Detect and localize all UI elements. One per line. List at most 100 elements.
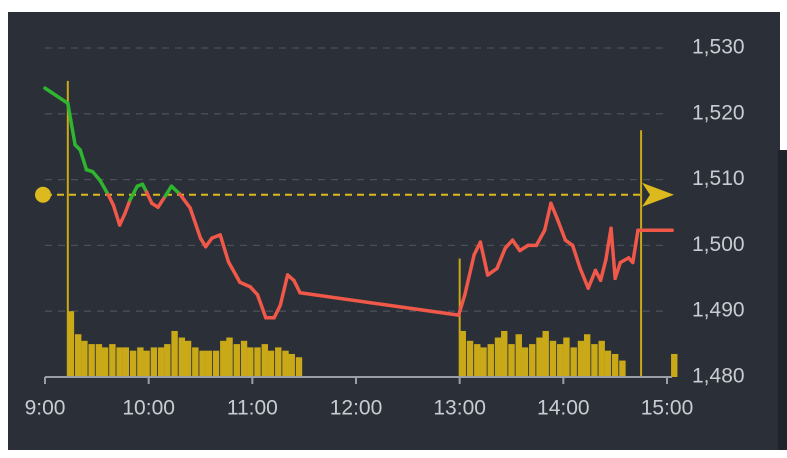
volume-bar: [557, 344, 564, 377]
price-line: [128, 184, 140, 202]
volume-bar: [240, 340, 248, 377]
price-line: [248, 285, 260, 297]
price-line: [163, 184, 174, 198]
price-line: [90, 169, 102, 183]
x-tick-label: 14:00: [537, 397, 590, 420]
volume-bar: [178, 337, 186, 377]
x-tick-label: 15:00: [641, 397, 694, 420]
volume-bar: [591, 344, 598, 377]
volume-bar: [570, 347, 577, 377]
volume-bar: [288, 353, 295, 377]
price-line: [66, 101, 77, 147]
volume-bar: [129, 350, 137, 377]
volume-bar: [226, 337, 233, 377]
volume-bar: [501, 330, 508, 377]
price-line: [542, 201, 553, 233]
volume-bar: [254, 347, 261, 377]
volume-bar: [247, 347, 254, 377]
x-tick-label: 10:00: [122, 397, 175, 420]
volume-bar: [116, 347, 123, 377]
volume-bar: [261, 344, 268, 377]
price-line: [78, 148, 89, 172]
volume-bar: [88, 344, 95, 377]
volume-bar: [515, 334, 522, 377]
price-line: [510, 238, 522, 253]
price-line: [98, 178, 110, 197]
volume-bar: [640, 130, 643, 377]
edge-strip: [778, 150, 787, 450]
volume-bar: [521, 347, 529, 377]
volume-bar: [192, 347, 199, 377]
volume-bar: [101, 347, 109, 377]
volume-bar: [549, 340, 557, 377]
volume-bar: [150, 347, 158, 377]
price-line: [631, 228, 640, 265]
price-line: [613, 260, 623, 281]
price-line: [238, 280, 253, 289]
volume-bar: [171, 330, 178, 377]
volume-bar: [619, 360, 626, 377]
volume-bar: [295, 357, 303, 377]
volume-bar: [233, 344, 240, 377]
price-line: [272, 303, 283, 320]
x-tick-label: 13:00: [433, 397, 486, 420]
volume-bar: [143, 350, 150, 377]
price-line: [218, 233, 231, 264]
y-tick-label: 1,530: [692, 36, 745, 59]
volume-bar: [604, 350, 612, 377]
price-line: [609, 226, 617, 281]
volume-bar: [577, 340, 585, 377]
volume-bar: [487, 344, 494, 377]
volume-bar: [184, 340, 192, 377]
reference-dot: [35, 186, 51, 203]
volume-bar: [95, 344, 103, 377]
volume-bar: [81, 340, 88, 377]
volume-bar: [267, 350, 275, 377]
price-line: [598, 258, 608, 283]
volume-bar: [480, 347, 487, 377]
volume-bar: [466, 340, 474, 377]
volume-bar: [563, 337, 570, 377]
volume-bar: [164, 344, 171, 377]
y-tick-label: 1,520: [692, 101, 745, 124]
price-line: [144, 190, 154, 206]
price-line: [123, 198, 132, 216]
volume-bar: [458, 258, 461, 377]
price-line: [578, 266, 590, 290]
price-line: [203, 236, 214, 249]
volume-bar: [122, 347, 130, 377]
volume-bar: [220, 340, 227, 377]
y-tick-label: 1,500: [692, 233, 745, 256]
price-line: [570, 243, 582, 270]
volume-bar: [583, 334, 591, 377]
price-line: [106, 192, 116, 208]
volume-bar: [275, 347, 282, 377]
price-line: [278, 273, 290, 308]
volume-bar: [67, 311, 75, 377]
price-line: [463, 252, 476, 297]
volume-bar: [66, 80, 69, 378]
volume-bar: [671, 353, 678, 377]
y-tick-label: 1,510: [692, 167, 745, 190]
volume-bar: [157, 347, 165, 377]
volume-bar: [536, 337, 543, 377]
price-line: [188, 206, 203, 240]
volume-bar: [205, 350, 212, 377]
volume-bar: [529, 344, 536, 377]
price-line: [117, 212, 127, 227]
volume-bar: [212, 350, 220, 377]
volume-bar: [542, 330, 549, 377]
volume-bar: [474, 344, 481, 377]
price-line: [156, 194, 168, 209]
price-line: [485, 266, 499, 277]
price-line: [43, 86, 70, 106]
volume-bar: [282, 350, 289, 377]
volume-bar: [137, 347, 144, 377]
volume-bar: [611, 353, 619, 377]
volume-bar: [459, 330, 466, 377]
reference-arrow: [642, 182, 674, 207]
price-line: [555, 216, 568, 242]
volume-bar: [199, 350, 206, 377]
price-line: [456, 293, 467, 317]
